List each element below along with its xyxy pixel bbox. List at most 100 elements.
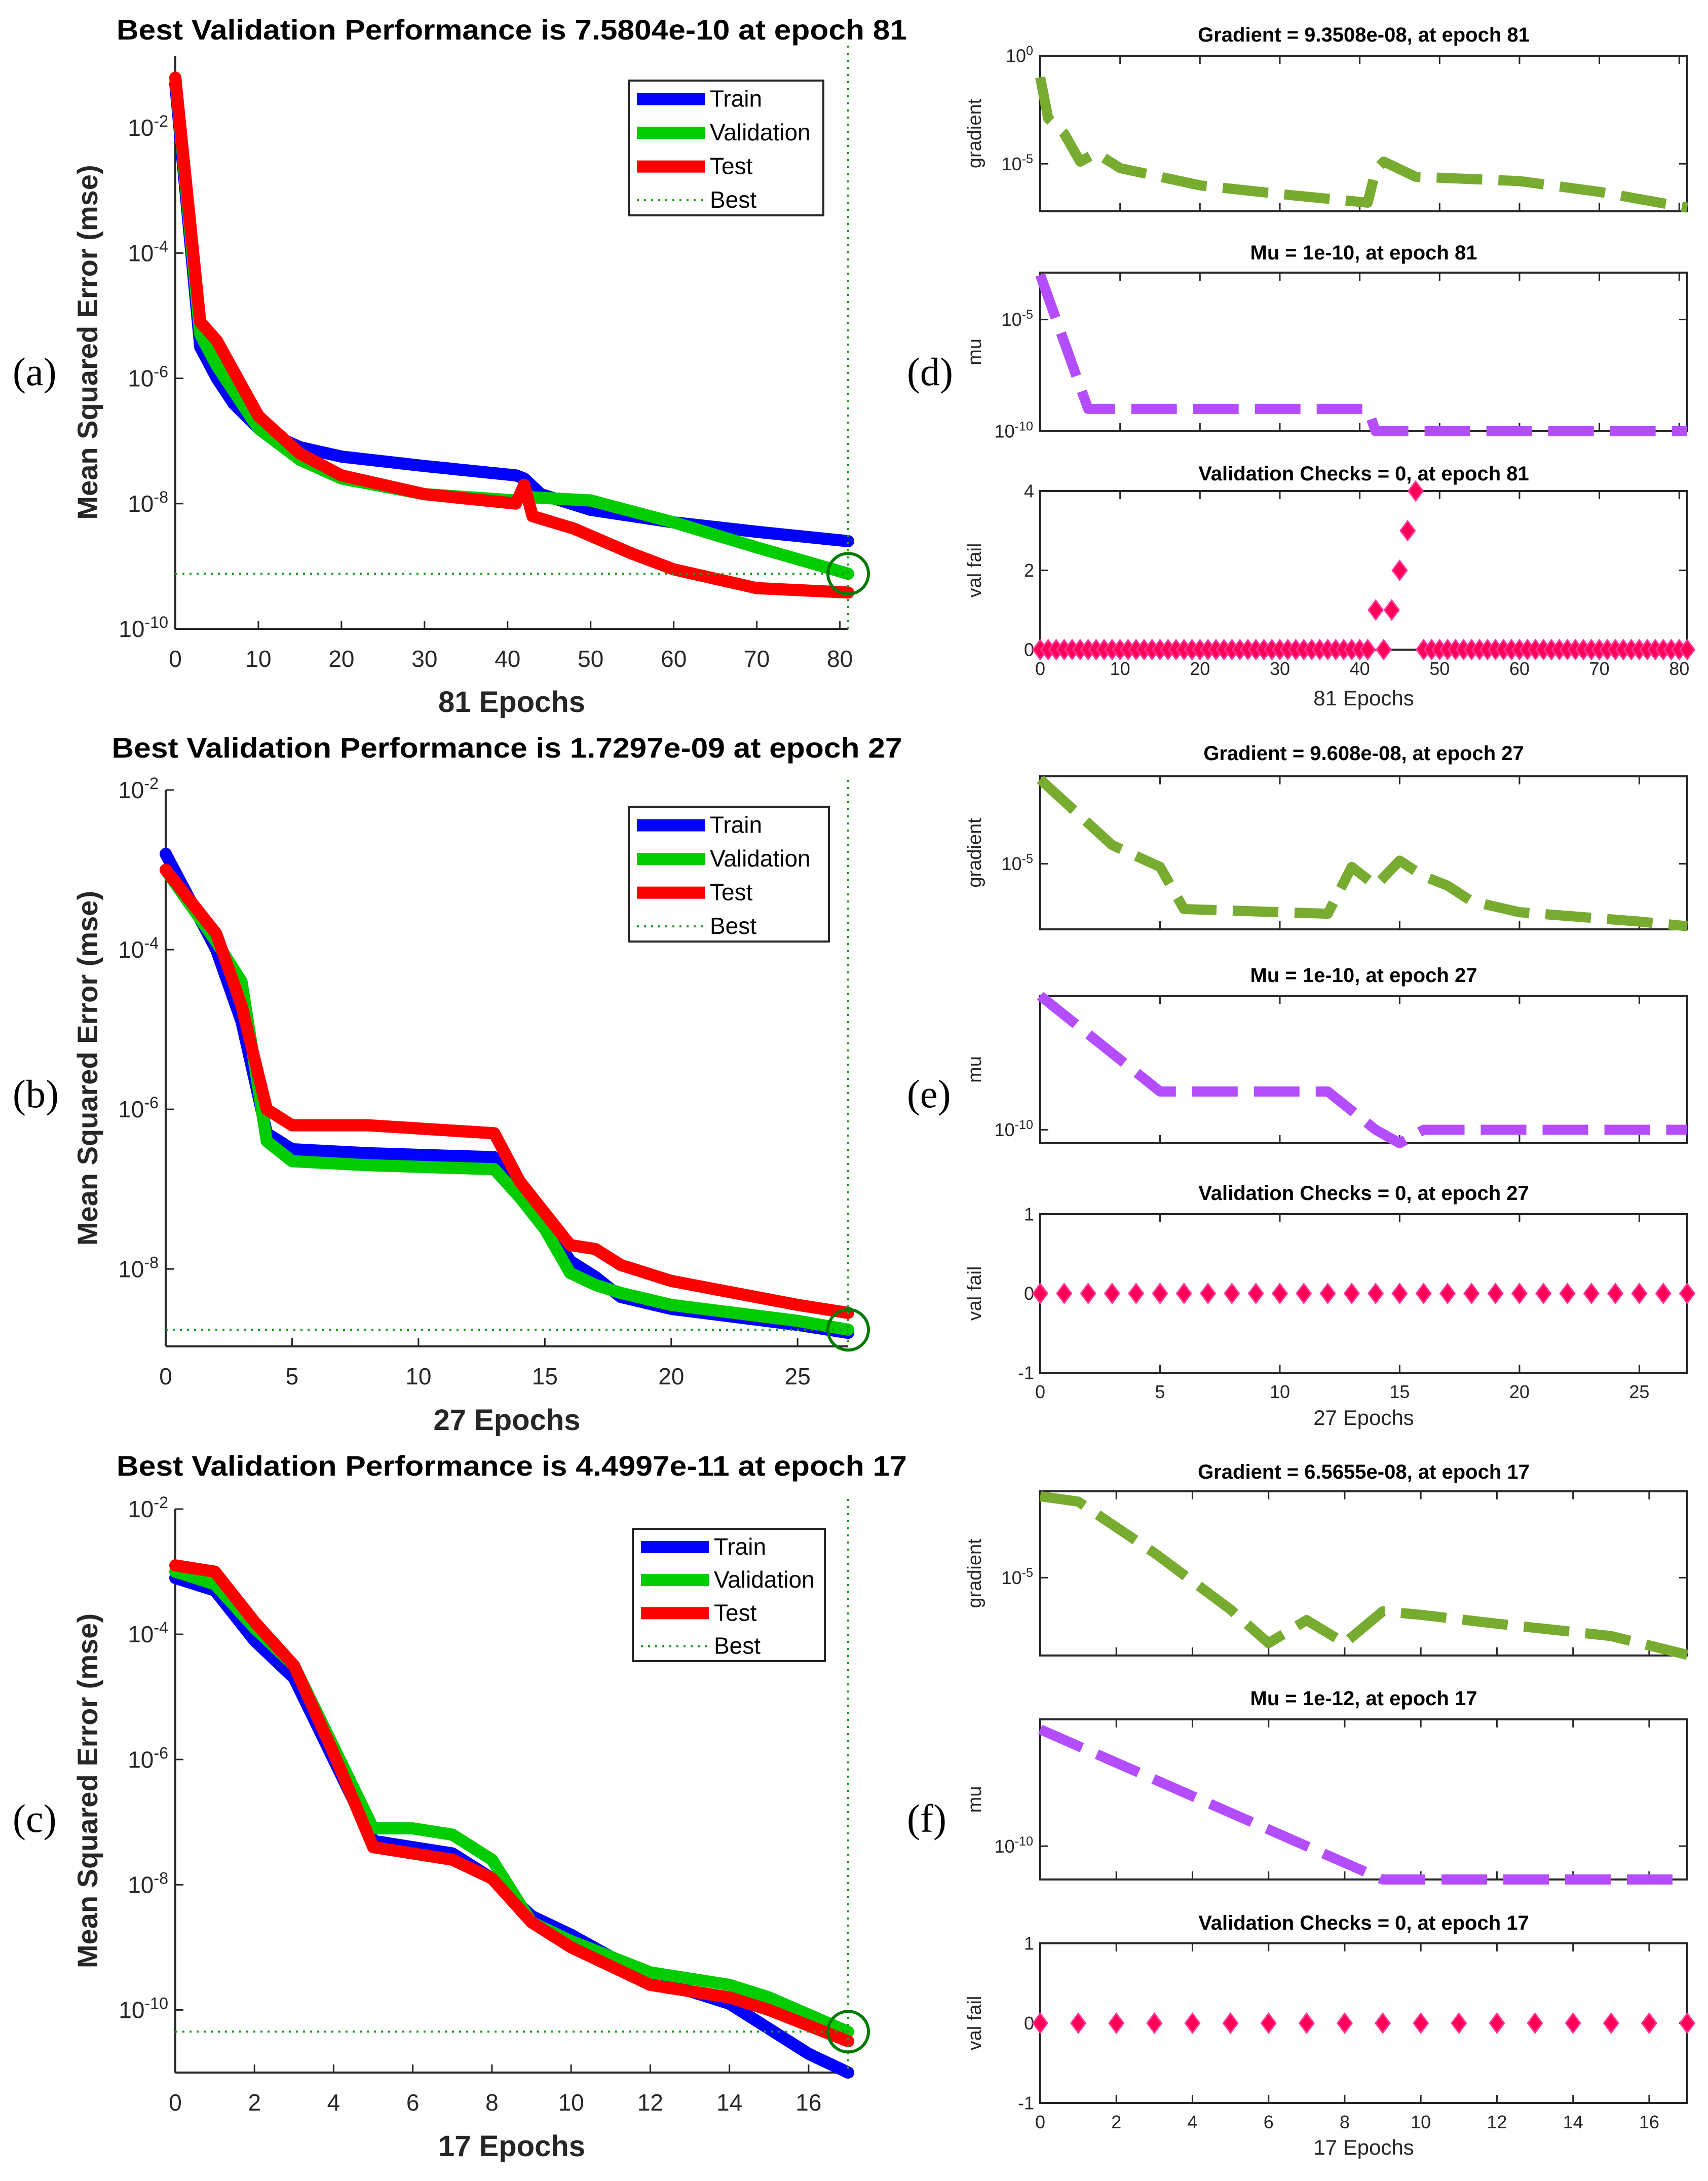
val-fail-marker [1415,1283,1432,1304]
val-fail-marker [1271,1283,1288,1304]
y-tick-label: 10-5 [1002,1566,1033,1588]
tick-exponent: -5 [1022,152,1033,166]
val-fail-marker [1247,1283,1264,1304]
tick-exponent: -5 [1022,308,1033,322]
y-tick-label: 0 [1024,640,1034,660]
tick-base: 10 [118,936,144,963]
plot-box [1039,272,1688,432]
tick-exponent: -2 [154,112,168,130]
val-fail-marker [1128,1283,1145,1304]
y-tick-label: 10-4 [118,934,159,963]
legend-label-train: Train [710,86,762,112]
tick-base: 10 [995,421,1015,442]
tick-base: 10 [118,1256,144,1282]
tick-base: 10 [118,1096,144,1122]
x-tick-label: 10 [1411,2112,1431,2132]
y-axis-label: gradient [964,1538,985,1608]
chart-f_mu: Mu = 1e-12, at epoch 17 mu 10-10 [964,1687,1688,1885]
x-tick-label: 50 [578,646,603,672]
val-fail-marker [1260,2012,1277,2034]
tick-base: 10 [119,1997,144,2023]
val-fail-marker [1374,2012,1391,2034]
y-tick-label: 4 [1024,481,1034,502]
series-line-test [169,1559,854,2048]
chart-d_grad: Gradient = 9.3508e-08, at epoch 81 gradie… [964,24,1688,213]
chart-title: Validation Checks = 0, at epoch 81 [1198,463,1529,485]
x-tick-label: 20 [1509,1381,1530,1402]
gradient-line [1035,76,1688,213]
y-axis-label: Mean Squared Error (mse) [71,1613,103,1968]
val-fail-marker [1108,2012,1125,2034]
plot-box [1039,490,1688,651]
tick-exponent: -5 [1022,852,1033,866]
tick-exponent: -4 [154,1619,168,1637]
tick-base: 10 [1002,1567,1022,1588]
plot-box [1039,995,1688,1144]
chart-e_mu: Mu = 1e-10, at epoch 27 mu 10-10 [964,964,1688,1148]
tick-exponent: -6 [144,1094,159,1112]
x-tick-label: 80 [1669,658,1689,679]
tick-exponent: -10 [144,1995,168,2013]
y-tick-label: 1 [1024,1204,1034,1225]
val-fail-marker [1679,2012,1696,2034]
legend-label-best: Best [714,1633,761,1659]
y-axis-label: val fail [964,543,985,598]
val-fail-marker [1184,2012,1201,2034]
val-fail-marker [1489,2012,1505,2034]
val-fail-marker [1451,2012,1467,2034]
tick-base: 10 [128,1871,154,1898]
plot-box [1039,1942,1688,2104]
val-fail-marker [1679,638,1696,661]
tick-base: 10 [1002,309,1022,330]
val-fail-marker [1535,1283,1552,1304]
x-axis-label: 17 Epochs [1313,2135,1414,2159]
chart-a: Best Validation Performance is 7.5804e-1… [71,14,907,719]
x-axis-label: 17 Epochs [438,2130,585,2163]
y-tick-label: 10-10 [119,1995,168,2023]
x-tick-label: 4 [1187,2112,1197,2132]
val-fail-marker [1080,1283,1096,1304]
val-fail-marker [1375,638,1392,661]
legend-label-test: Test [714,1599,757,1626]
x-tick-label: 0 [169,646,182,672]
x-tick-label: 12 [1487,2112,1507,2132]
y-tick-label: 10-2 [118,774,159,803]
y-tick-label: 1 [1024,1933,1034,1954]
y-tick-label: 10-10 [119,613,168,642]
x-tick-label: 5 [286,1363,299,1389]
x-tick-label: 2 [1111,2112,1121,2132]
x-tick-label: 10 [558,2089,584,2116]
y-axis-label: Mean Squared Error (mse) [71,165,103,519]
x-tick-label: 20 [658,1363,684,1389]
val-fail-marker [1070,2012,1087,2034]
val-fail-marker [1368,599,1384,621]
y-tick-label: 10-6 [128,1744,168,1773]
y-tick-label: 10-10 [995,1834,1033,1857]
y-axis-label: mu [964,339,985,365]
x-tick-label: 80 [827,646,853,672]
series-line-test [160,863,854,1319]
x-tick-label: 70 [744,646,770,672]
x-axis-label: 81 Epochs [438,686,585,719]
x-tick-label: 2 [248,2089,261,2116]
x-tick-label: 70 [1589,658,1610,679]
legend-label-train: Train [714,1533,766,1560]
x-tick-label: 25 [1629,1381,1649,1402]
val-fail-marker [1199,1283,1217,1304]
x-axis-label: 27 Epochs [433,1404,580,1437]
legend: Train Validation Test Best [628,806,830,943]
val-fail-marker [1175,1283,1192,1304]
val-fail-marker [1298,2012,1315,2034]
tick-exponent: -5 [1022,1566,1033,1580]
x-tick-label: 0 [159,1363,172,1389]
chart-b: Best Validation Performance is 1.7297e-0… [71,732,902,1437]
val-fail-marker [1319,1283,1336,1304]
val-fail-marker [1104,1283,1121,1304]
plot-box [1039,55,1688,212]
chart-title: Gradient = 6.5655e-08, at epoch 17 [1198,1461,1530,1483]
chart-title: Gradient = 9.3508e-08, at epoch 81 [1198,24,1530,46]
legend-label-validation: Validation [710,845,811,872]
val-fail-marker [1032,2012,1049,2034]
mu-line [1037,992,1687,1148]
